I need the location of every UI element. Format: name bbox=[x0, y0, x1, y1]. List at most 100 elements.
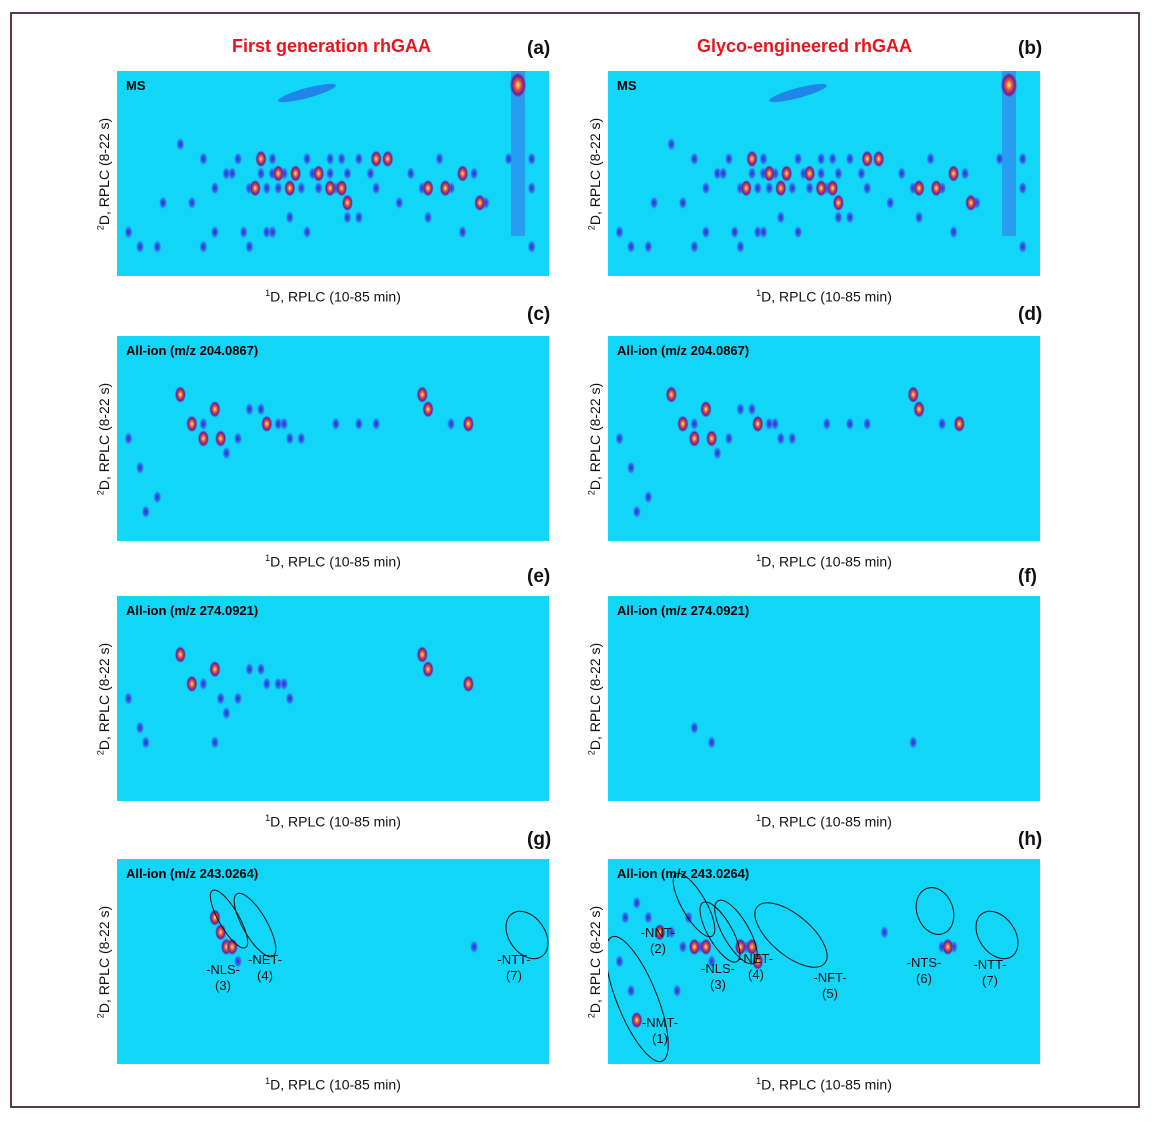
spot-d-18 bbox=[787, 431, 797, 446]
spot-b-1 bbox=[649, 195, 659, 210]
intense-spot-c-7 bbox=[197, 429, 210, 448]
intense-spot-b-8 bbox=[964, 193, 977, 212]
intense-spot-a-1 bbox=[381, 149, 394, 168]
intense-spot-d-0 bbox=[676, 414, 689, 433]
spot-a-14 bbox=[273, 181, 283, 196]
intense-spot-e-2 bbox=[208, 660, 221, 679]
y-axis-label-a: 2D, RPLC (8-22 s) bbox=[95, 117, 112, 230]
glycosite-number-h-2: (4) bbox=[748, 967, 764, 982]
spot-b-44 bbox=[730, 225, 740, 240]
intense-spot-d-7 bbox=[688, 429, 701, 448]
panel-label-a: (a) bbox=[527, 38, 551, 59]
spot-b-25 bbox=[828, 151, 838, 166]
intense-spot-e-3 bbox=[416, 645, 429, 664]
spot-b-28 bbox=[856, 166, 866, 181]
glycosite-label-g-0: -NLS- bbox=[206, 962, 240, 977]
title-first-generation: First generation rhGAA bbox=[232, 36, 432, 56]
spot-d-12 bbox=[735, 402, 745, 417]
spot-h-6 bbox=[678, 939, 688, 954]
spot-h-0 bbox=[615, 954, 625, 969]
spot-c-18 bbox=[296, 431, 306, 446]
intense-spot-c-4 bbox=[422, 400, 435, 419]
spot-b-53 bbox=[678, 195, 688, 210]
spot-e-4 bbox=[216, 691, 226, 706]
x-axis-label-d: 1D, RPLC (10-85 min) bbox=[756, 553, 892, 570]
spot-c-0 bbox=[124, 431, 134, 446]
spot-b-40 bbox=[995, 151, 1005, 166]
intense-spot-b-5 bbox=[774, 179, 787, 198]
x-axis-label-f: 1D, RPLC (10-85 min) bbox=[756, 813, 892, 830]
glycosite-ellipse-g-2 bbox=[505, 910, 549, 960]
panel-title-e: All-ion (m/z 274.0921) bbox=[126, 603, 259, 618]
spot-e-9 bbox=[262, 676, 272, 691]
glycosite-label-h-5: -NTT- bbox=[973, 957, 1006, 972]
spot-h-17 bbox=[879, 925, 889, 940]
intense-spot-g-3 bbox=[226, 937, 239, 956]
heatmap-panel-g: -NLS- (3) -NET- (4) -NTT- (7) All-ion (m/z 243… bbox=[117, 859, 549, 1064]
glycosite-label-h-2: -NET- bbox=[739, 951, 773, 966]
spot-a-29 bbox=[371, 181, 381, 196]
title-glyco-engineered: Glyco-engineered rhGAA bbox=[697, 36, 913, 56]
panel-title-d: All-ion (m/z 204.0867) bbox=[617, 343, 750, 358]
spot-h-22 bbox=[632, 895, 642, 910]
spot-b-42 bbox=[1018, 181, 1028, 196]
spot-e-5 bbox=[221, 706, 231, 721]
spot-b-18 bbox=[787, 181, 797, 196]
spot-a-0 bbox=[175, 137, 185, 152]
figure-frame bbox=[10, 12, 1140, 1108]
spot-c-16 bbox=[279, 416, 289, 431]
spot-b-35 bbox=[926, 151, 936, 166]
intense-spot-a-8 bbox=[473, 193, 486, 212]
spot-a-1 bbox=[158, 195, 168, 210]
glycosite-ellipse-h-6 bbox=[608, 935, 669, 1063]
intense-spot-b-12 bbox=[740, 179, 753, 198]
intense-spot-a-10 bbox=[272, 164, 285, 183]
spot-d-21 bbox=[937, 416, 947, 431]
spot-b-55 bbox=[833, 210, 843, 225]
spot-d-1 bbox=[626, 460, 636, 475]
spot-c-11 bbox=[233, 431, 243, 446]
intense-spot-d-3 bbox=[907, 385, 920, 404]
spot-e-2 bbox=[198, 676, 208, 691]
panel-label-f: (f) bbox=[1018, 566, 1037, 587]
spot-b-14 bbox=[764, 181, 774, 196]
heatmap-svg-f bbox=[689, 720, 918, 750]
heatmap-svg-d bbox=[615, 385, 966, 519]
heatmap-svg-a bbox=[124, 71, 537, 254]
spot-f-2 bbox=[908, 735, 918, 750]
spot-a-17 bbox=[285, 210, 295, 225]
heatmap-panel-d: All-ion (m/z 204.0867) bbox=[608, 336, 1040, 541]
spot-b-21 bbox=[805, 181, 815, 196]
spot-a-42 bbox=[527, 181, 537, 196]
spot-a-3 bbox=[210, 181, 220, 196]
spot-a-26 bbox=[342, 166, 352, 181]
spot-c-12 bbox=[244, 402, 254, 417]
spot-e-12 bbox=[285, 691, 295, 706]
spot-a-50 bbox=[152, 239, 162, 254]
intense-spot-a-0 bbox=[370, 149, 383, 168]
spot-b-3 bbox=[701, 181, 711, 196]
intense-spot-g-1 bbox=[214, 923, 227, 942]
spot-b-52 bbox=[615, 225, 625, 240]
spot-d-24 bbox=[845, 416, 855, 431]
intense-spot-c-1 bbox=[208, 400, 221, 419]
spot-a-51 bbox=[135, 239, 145, 254]
spot-c-3 bbox=[141, 504, 151, 519]
spot-a-23 bbox=[325, 166, 335, 181]
intense-spot-b-7 bbox=[913, 179, 926, 198]
spot-b-29 bbox=[862, 181, 872, 196]
glycosite-ellipse-h-4 bbox=[915, 887, 955, 935]
spot-c-2 bbox=[152, 490, 162, 505]
spot-d-13 bbox=[747, 402, 757, 417]
glycosite-label-h-1: -NLS- bbox=[701, 961, 735, 976]
spot-a-25 bbox=[337, 151, 347, 166]
heatmap-svg-g: -NLS-(3) -NET-(4) -NTT-(7) bbox=[206, 889, 549, 993]
panel-title-g: All-ion (m/z 243.0264) bbox=[126, 866, 259, 881]
intense-spot-c-2 bbox=[214, 429, 227, 448]
spot-f-1 bbox=[689, 720, 699, 735]
panel-label-g: (g) bbox=[527, 829, 552, 850]
spot-d-17 bbox=[776, 431, 786, 446]
intense-spot-c-0 bbox=[185, 414, 198, 433]
intense-spot-d-6 bbox=[665, 385, 678, 404]
spot-b-38 bbox=[960, 166, 970, 181]
